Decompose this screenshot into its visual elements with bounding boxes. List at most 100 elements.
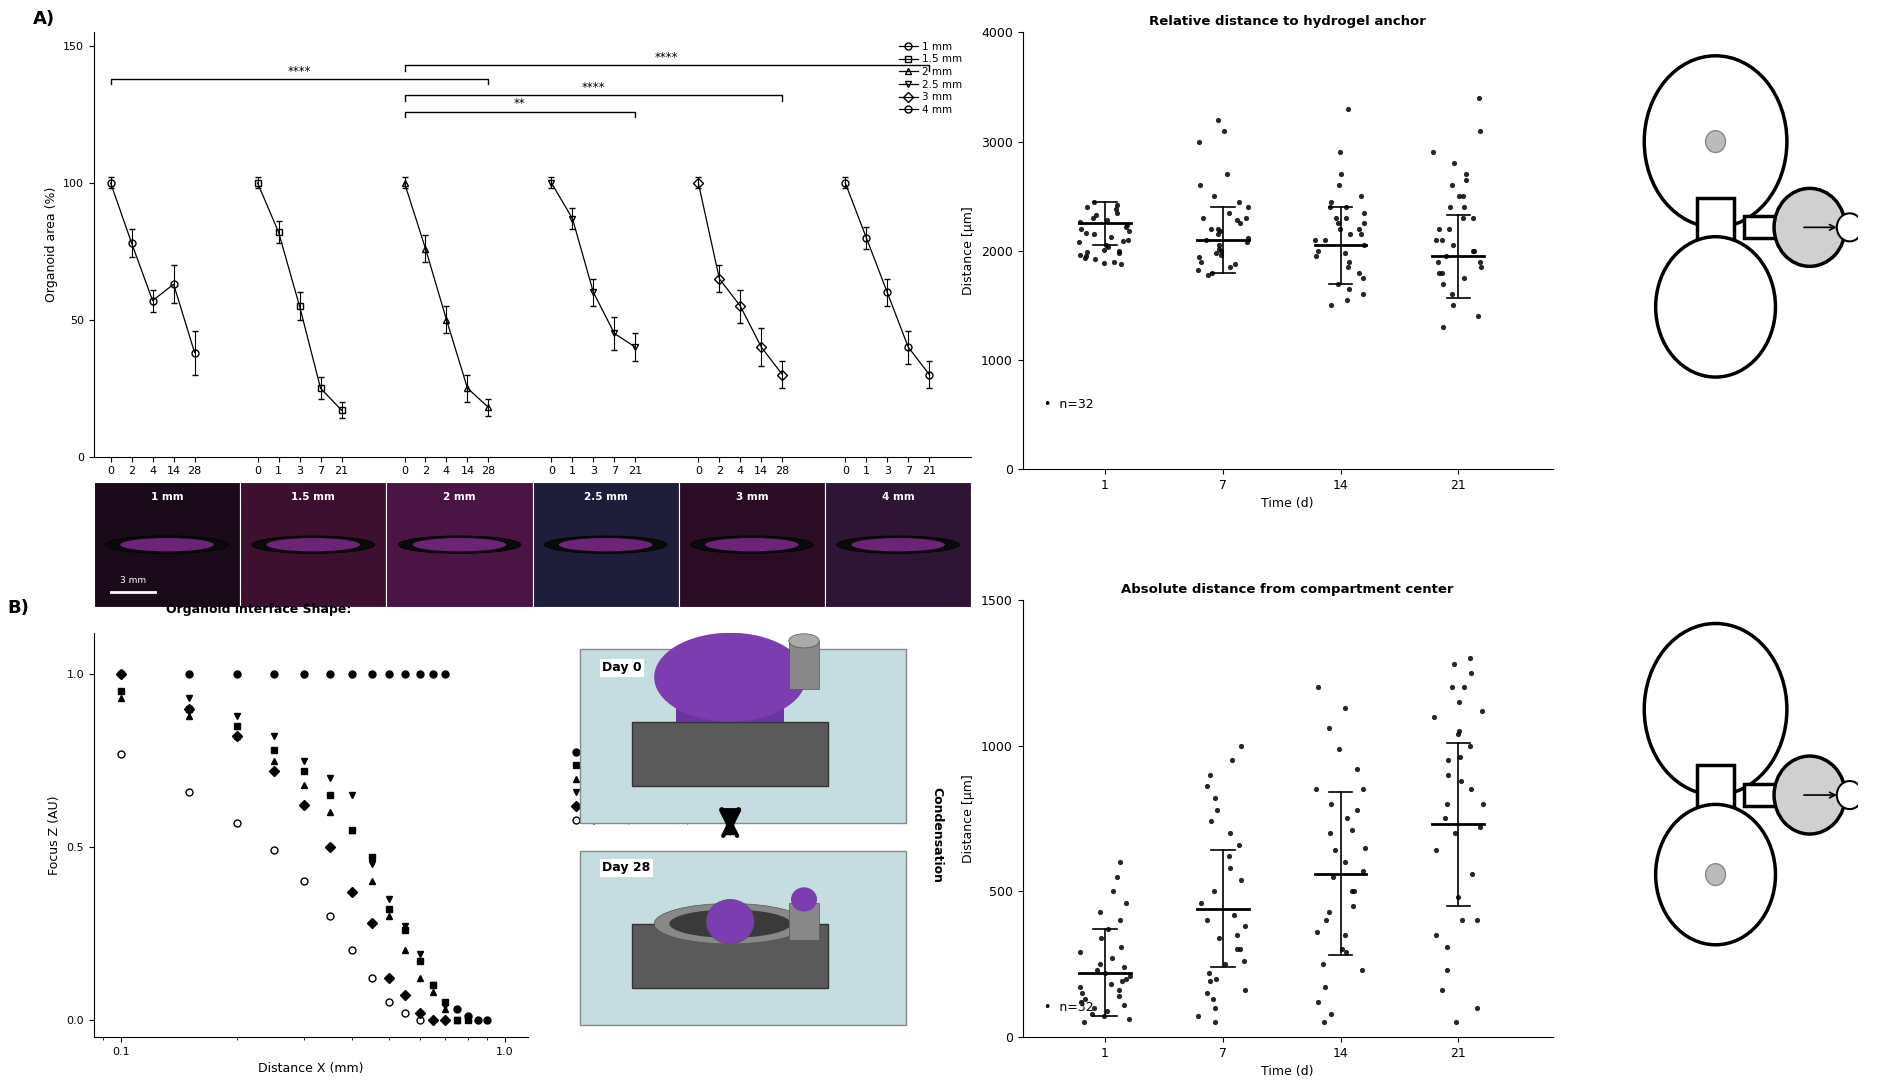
Point bbox=[1214, 204, 1244, 221]
Point bbox=[1203, 240, 1233, 257]
Point bbox=[1438, 286, 1468, 303]
Point bbox=[1458, 210, 1488, 227]
Point bbox=[1220, 255, 1250, 272]
Point bbox=[1209, 122, 1239, 139]
Day 0 bbox=[409, 667, 432, 680]
Point bbox=[1350, 204, 1380, 221]
Circle shape bbox=[1838, 214, 1862, 242]
Day 7 bbox=[176, 702, 199, 715]
Point bbox=[1222, 212, 1252, 229]
Text: B): B) bbox=[8, 598, 28, 617]
Point bbox=[1092, 212, 1122, 229]
Y-axis label: Organoid area (%): Organoid area (%) bbox=[45, 187, 58, 302]
Point bbox=[1310, 231, 1340, 248]
Day 21 bbox=[422, 978, 445, 991]
Point bbox=[1331, 210, 1361, 227]
Point bbox=[1314, 903, 1344, 920]
Point bbox=[1348, 781, 1378, 798]
Day 21 bbox=[445, 1013, 467, 1026]
Point bbox=[1201, 801, 1231, 819]
Point bbox=[1089, 254, 1119, 271]
Point bbox=[1192, 912, 1222, 929]
Point bbox=[1443, 723, 1473, 740]
Sphere (theoretical) bbox=[342, 944, 364, 957]
Point bbox=[1455, 650, 1485, 667]
Text: 3 mm: 3 mm bbox=[120, 576, 146, 584]
Day 14 bbox=[263, 754, 285, 767]
Circle shape bbox=[544, 536, 666, 553]
Point bbox=[1455, 737, 1485, 754]
Point bbox=[1203, 226, 1233, 243]
Point bbox=[1327, 941, 1357, 958]
Point bbox=[1196, 813, 1226, 831]
Line: Day 21: Day 21 bbox=[118, 671, 460, 1023]
Point bbox=[1196, 766, 1226, 783]
Day 28 bbox=[293, 799, 315, 812]
Day 21 bbox=[342, 788, 364, 801]
Bar bbox=[240, 482, 387, 607]
Point bbox=[1216, 752, 1246, 769]
Point bbox=[1432, 795, 1462, 812]
Point bbox=[1445, 772, 1475, 789]
Sphere (theoretical) bbox=[360, 972, 383, 985]
Ellipse shape bbox=[1644, 56, 1787, 228]
Point bbox=[1325, 144, 1355, 161]
Circle shape bbox=[1706, 864, 1725, 886]
Sphere (theoretical) bbox=[394, 1007, 417, 1020]
Point bbox=[1325, 740, 1355, 757]
Point bbox=[1301, 247, 1331, 265]
X-axis label: Time (d): Time (d) bbox=[507, 482, 559, 495]
Point bbox=[1438, 237, 1468, 254]
Point bbox=[1092, 1002, 1122, 1020]
Text: •  n=32: • n=32 bbox=[1044, 397, 1094, 411]
Point bbox=[1184, 177, 1214, 194]
Point bbox=[1331, 699, 1361, 716]
Point bbox=[1457, 865, 1487, 882]
Circle shape bbox=[706, 900, 755, 944]
X-axis label: Time (d): Time (d) bbox=[1261, 1065, 1314, 1078]
Point bbox=[1331, 853, 1361, 870]
Point bbox=[1205, 929, 1235, 946]
Day 14 bbox=[225, 730, 248, 743]
Point bbox=[1312, 912, 1342, 929]
Day 21 bbox=[109, 667, 131, 680]
Line: Day 14: Day 14 bbox=[118, 694, 460, 1023]
Point bbox=[1233, 199, 1263, 216]
Point bbox=[1348, 961, 1378, 978]
Day 14 bbox=[293, 779, 315, 792]
Point bbox=[1445, 748, 1475, 766]
Point bbox=[1085, 903, 1115, 920]
Line: Sphere (theoretical): Sphere (theoretical) bbox=[118, 751, 422, 1023]
Text: •  n=32: • n=32 bbox=[1044, 1000, 1094, 1014]
Point bbox=[1111, 218, 1141, 235]
Point bbox=[1443, 693, 1473, 711]
Sphere (theoretical) bbox=[109, 747, 131, 760]
Point bbox=[1333, 100, 1363, 118]
Point bbox=[1066, 246, 1096, 264]
Day 0 bbox=[225, 667, 248, 680]
Text: 2 mm: 2 mm bbox=[443, 492, 475, 502]
Point bbox=[1194, 266, 1224, 283]
Day 21 bbox=[360, 858, 383, 870]
Point bbox=[1466, 702, 1496, 719]
Point bbox=[1432, 752, 1462, 769]
Day 7 bbox=[394, 923, 417, 936]
Day 7 bbox=[377, 903, 400, 916]
Day 21 bbox=[434, 999, 456, 1012]
Point bbox=[1199, 1014, 1229, 1031]
Point bbox=[1419, 707, 1449, 725]
Point bbox=[1115, 1011, 1145, 1028]
Point bbox=[1440, 656, 1470, 673]
Day 7 bbox=[263, 744, 285, 757]
Point bbox=[1229, 982, 1259, 999]
Point bbox=[1231, 210, 1261, 227]
Text: **: ** bbox=[514, 97, 526, 110]
Point bbox=[1449, 679, 1479, 697]
Text: C): C) bbox=[927, 0, 948, 1]
Point bbox=[1303, 994, 1333, 1011]
Ellipse shape bbox=[670, 909, 790, 937]
Point bbox=[1458, 242, 1488, 259]
Point bbox=[1428, 264, 1458, 281]
Point bbox=[1438, 297, 1468, 314]
Text: ****: **** bbox=[655, 51, 679, 64]
